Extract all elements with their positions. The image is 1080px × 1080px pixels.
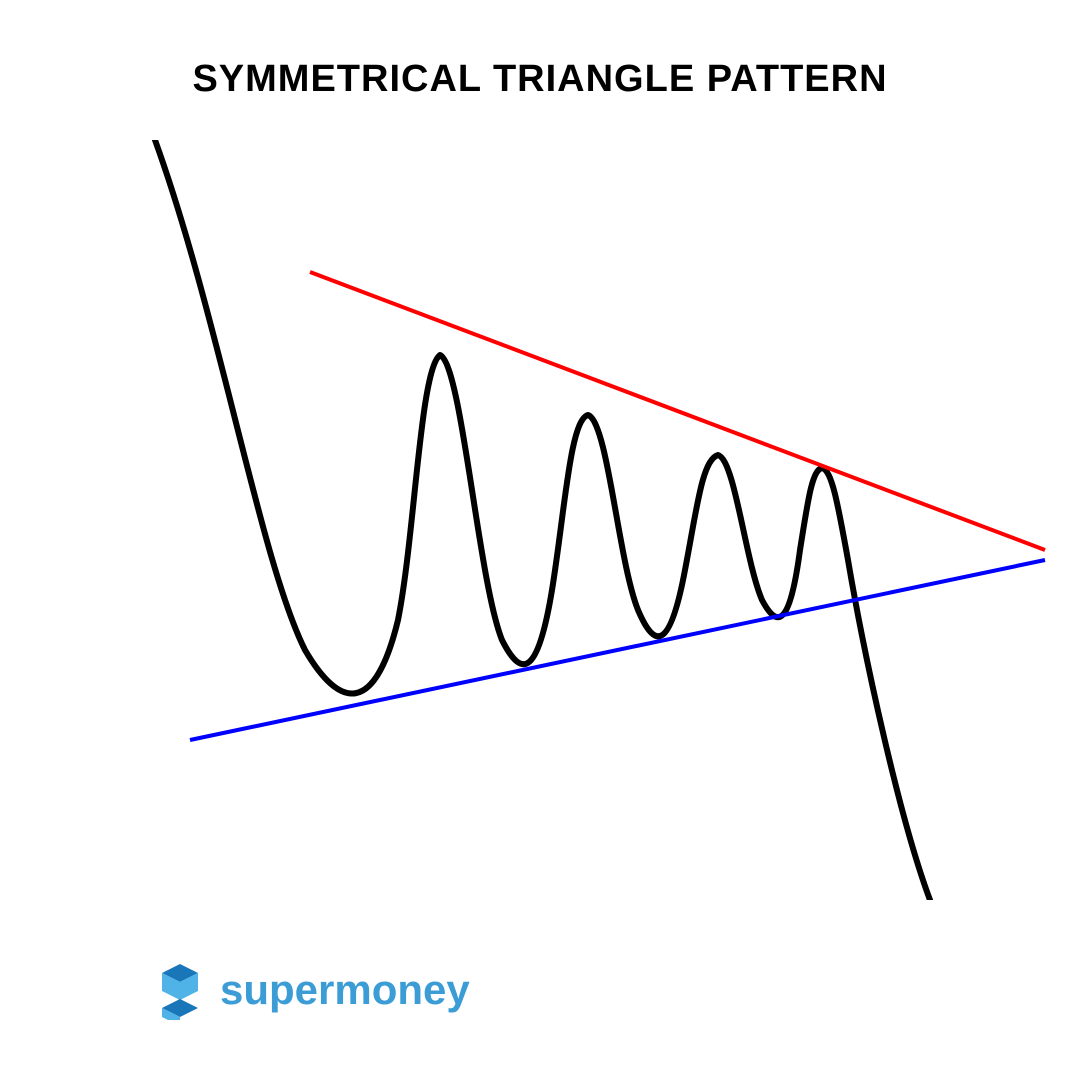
support-line: [190, 560, 1045, 740]
price-line: [155, 140, 930, 900]
resistance-line: [310, 272, 1045, 550]
brand-logo: supermoney: [150, 960, 470, 1020]
chart-svg: [0, 140, 1080, 900]
supermoney-icon: [150, 960, 210, 1020]
page-title: SYMMETRICAL TRIANGLE PATTERN: [0, 58, 1080, 101]
triangle-pattern-chart: [0, 140, 1080, 900]
brand-name: supermoney: [220, 966, 470, 1014]
